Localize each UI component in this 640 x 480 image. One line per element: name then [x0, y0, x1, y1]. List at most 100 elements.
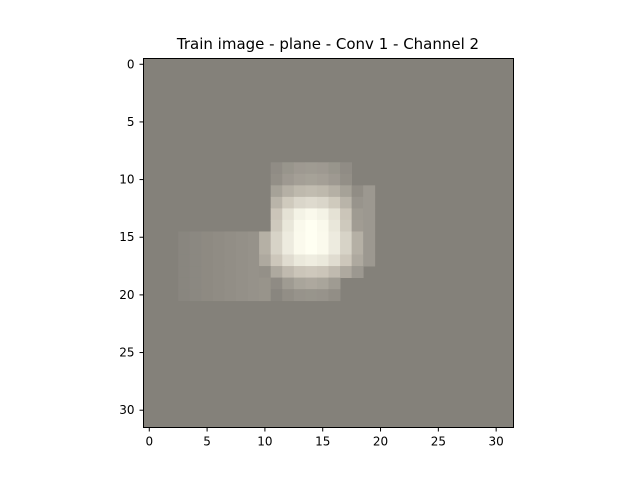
heatmap-cell — [293, 266, 306, 278]
heatmap-cell — [340, 208, 353, 221]
heatmap-cell — [270, 231, 283, 244]
heatmap-cell — [270, 208, 283, 221]
heatmap-cell — [340, 173, 353, 186]
axes-frame — [143, 58, 514, 428]
heatmap-cell — [316, 173, 329, 186]
heatmap-cell — [201, 266, 214, 278]
heatmap-cell — [212, 254, 225, 267]
heatmap-cell — [282, 231, 295, 244]
heatmap-cell — [282, 254, 295, 267]
heatmap-cell — [224, 254, 237, 267]
heatmap-cell — [328, 185, 341, 198]
heatmap-cell — [293, 277, 306, 290]
heatmap-cell — [189, 277, 202, 290]
heatmap-cell — [247, 266, 260, 278]
y-tick-label: 5 — [127, 115, 135, 129]
heatmap-cell — [328, 173, 341, 186]
x-tick-label: 5 — [203, 435, 211, 449]
heatmap-cell — [259, 231, 272, 244]
heatmap-cell — [316, 254, 329, 267]
heatmap-cell — [259, 266, 272, 278]
heatmap-cell — [328, 231, 341, 244]
heatmap-cell — [282, 208, 295, 221]
heatmap-cell — [270, 254, 283, 267]
heatmap-cell — [236, 243, 248, 255]
heatmap-cell — [363, 231, 376, 244]
heatmap-cell — [270, 289, 283, 302]
heatmap-cell — [305, 185, 318, 198]
heatmap-cell — [305, 162, 318, 175]
heatmap-cell — [178, 243, 191, 255]
heatmap-cell — [259, 254, 272, 267]
y-tick-label: 10 — [119, 173, 134, 187]
heatmap-cell — [363, 185, 376, 198]
heatmap-cell — [270, 277, 283, 290]
y-tick-label: 30 — [119, 403, 134, 417]
heatmap-cell — [282, 162, 295, 175]
chart-title: Train image - plane - Conv 1 - Channel 2 — [176, 35, 479, 53]
heatmap-cell — [340, 185, 353, 198]
heatmap-cell — [328, 289, 341, 302]
heatmap-cell — [189, 266, 202, 278]
heatmap-cell — [328, 254, 341, 267]
heatmap-cell — [293, 173, 306, 186]
y-tick-label: 0 — [127, 57, 135, 71]
heatmap-cell — [305, 266, 318, 278]
heatmap-cell — [270, 266, 283, 278]
heatmap-cell — [212, 231, 225, 244]
heatmap-cell — [316, 185, 329, 198]
heatmap-cell — [212, 277, 225, 290]
y-axis: 0 5 10 15 20 25 30 — [119, 57, 144, 417]
heatmap-cell — [247, 231, 260, 244]
heatmap-cell — [305, 196, 318, 209]
heatmap-cell — [363, 219, 376, 232]
heatmap-cell — [305, 208, 318, 221]
heatmap-cell — [363, 243, 376, 255]
heatmap-cell — [305, 231, 318, 244]
heatmap-cell — [305, 277, 318, 290]
heatmap-cell — [340, 243, 353, 255]
heatmap-cell — [189, 243, 202, 255]
heatmap-cell — [328, 196, 341, 209]
heatmap-cell — [247, 254, 260, 267]
heatmap-cell — [201, 243, 214, 255]
heatmap-cell — [201, 231, 214, 244]
heatmap-cell — [282, 196, 295, 209]
x-axis: 0 5 10 15 20 25 30 — [145, 427, 504, 449]
heatmap-cell — [189, 254, 202, 267]
heatmap-cell — [270, 243, 283, 255]
y-tick-label: 20 — [119, 288, 134, 302]
heatmap-cell — [305, 289, 318, 302]
heatmap-cell — [293, 162, 306, 175]
heatmap-cell — [212, 266, 225, 278]
heatmap-cell — [282, 289, 295, 302]
heatmap-cell — [189, 289, 202, 302]
x-tick-label: 15 — [315, 435, 330, 449]
heatmap-cell — [305, 254, 318, 267]
heatmap-cell — [270, 185, 283, 198]
heatmap-cell — [236, 289, 248, 302]
heatmap-cell — [178, 289, 191, 302]
heatmap-cell — [224, 277, 237, 290]
heatmap-cell — [282, 173, 295, 186]
heatmap-cell — [328, 243, 341, 255]
heatmap-cell — [270, 162, 283, 175]
heatmap-cell — [363, 208, 376, 221]
heatmap-cell — [351, 185, 364, 198]
heatmap-cell — [293, 185, 306, 198]
heatmap-cell — [293, 231, 306, 244]
heatmap-cell — [351, 219, 364, 232]
x-tick-label: 20 — [373, 435, 388, 449]
heatmap-cell — [293, 254, 306, 267]
heatmap-cell — [316, 289, 329, 302]
heatmap-cell — [305, 173, 318, 186]
heatmap-cell — [282, 266, 295, 278]
heatmap-cell — [293, 196, 306, 209]
heatmap-cell — [178, 254, 191, 267]
heatmap-cell — [316, 243, 329, 255]
heatmap-cell — [259, 277, 272, 290]
heatmap-cell — [201, 254, 214, 267]
heatmap-cell — [224, 289, 237, 302]
heatmap-cell — [340, 254, 353, 267]
